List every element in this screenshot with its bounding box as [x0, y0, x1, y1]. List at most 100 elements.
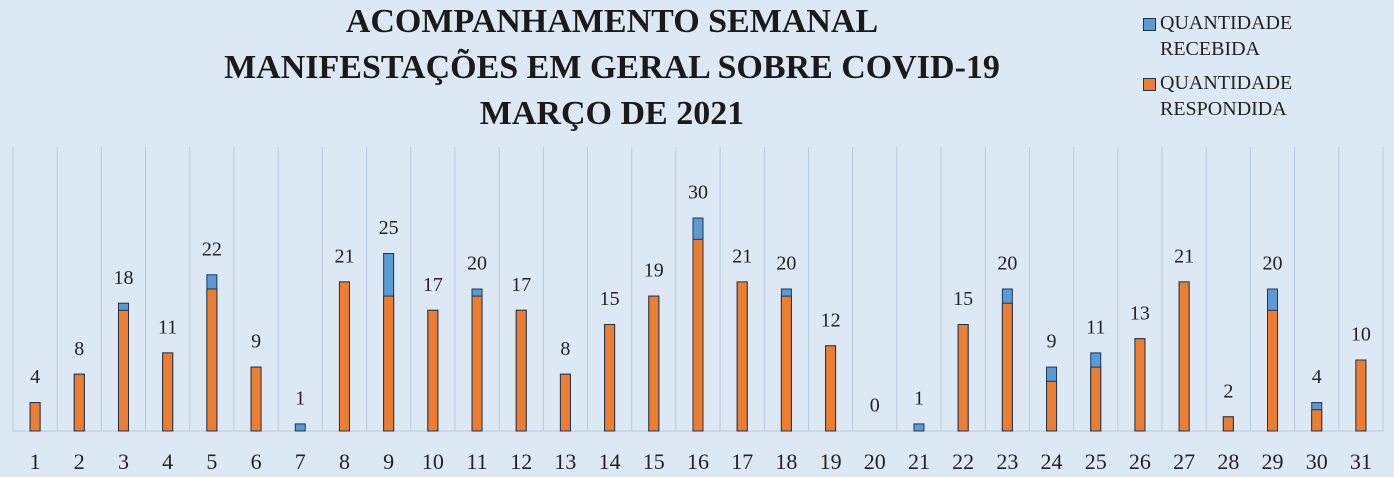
legend-label: QUANTIDADE RECEBIDA [1160, 12, 1293, 60]
bar [206, 288, 218, 432]
bar [117, 309, 129, 432]
chart-title: ACOMPANHAMENTO SEMANAL [346, 3, 878, 40]
bar [825, 345, 837, 432]
data-label: 17 [511, 274, 531, 296]
data-label: 21 [1174, 245, 1194, 267]
bar [1222, 416, 1234, 432]
bar [471, 295, 483, 432]
legend-swatch [1143, 78, 1156, 91]
data-label: 8 [560, 338, 570, 360]
data-label: 11 [1086, 316, 1105, 338]
data-label: 19 [644, 260, 664, 282]
x-tick-label: 5 [206, 449, 217, 474]
bar [29, 402, 41, 432]
data-label: 1 [295, 387, 305, 409]
x-tick-label: 24 [1041, 449, 1063, 474]
bar [515, 309, 527, 432]
x-tick-label: 23 [996, 449, 1018, 474]
bar [1090, 366, 1102, 432]
data-label: 20 [776, 253, 796, 275]
x-tick-label: 30 [1306, 449, 1328, 474]
bar [1267, 309, 1279, 432]
bar [73, 373, 85, 432]
data-label: 25 [379, 217, 399, 239]
bar [913, 423, 925, 432]
data-label: 2 [1223, 380, 1233, 402]
legend-swatch [1143, 18, 1156, 31]
x-tick-label: 21 [908, 449, 930, 474]
x-tick-label: 11 [466, 449, 487, 474]
bar [427, 309, 439, 432]
x-tick-label: 7 [295, 449, 306, 474]
x-tick-label: 26 [1129, 449, 1151, 474]
bar [736, 281, 748, 432]
data-label: 4 [30, 366, 40, 388]
x-tick-label: 8 [339, 449, 350, 474]
chart-title: MANIFESTAÇÕES EM GERAL SOBRE COVID-19 [224, 48, 1000, 86]
x-tick-label: 6 [251, 449, 262, 474]
data-label: 17 [423, 274, 443, 296]
x-tick-label: 31 [1350, 449, 1372, 474]
x-tick-label: 3 [118, 449, 129, 474]
data-label: 12 [821, 309, 841, 331]
data-label: 21 [732, 245, 752, 267]
data-label: 20 [997, 253, 1017, 275]
data-label: 11 [158, 316, 177, 338]
bar [692, 238, 704, 432]
x-tick-label: 27 [1173, 449, 1195, 474]
bar [383, 295, 395, 432]
x-tick-label: 9 [383, 449, 394, 474]
bar [780, 295, 792, 432]
x-tick-label: 18 [775, 449, 797, 474]
legend-item: QUANTIDADE RECEBIDA [1143, 10, 1383, 62]
x-tick-label: 12 [510, 449, 532, 474]
x-tick-label: 22 [952, 449, 974, 474]
legend: QUANTIDADE RECEBIDA QUANTIDADE RESPONDIDA [1143, 10, 1383, 130]
x-tick-label: 10 [422, 449, 444, 474]
bar [1311, 409, 1323, 432]
data-label: 9 [251, 331, 261, 353]
data-label: 1 [914, 387, 924, 409]
data-label: 15 [953, 288, 973, 310]
chart-title: MARÇO DE 2021 [480, 95, 744, 132]
data-label: 21 [334, 245, 354, 267]
data-label: 22 [202, 238, 222, 260]
x-tick-label: 28 [1217, 449, 1239, 474]
legend-label: QUANTIDADE RESPONDIDA [1160, 72, 1293, 120]
data-label: 9 [1047, 331, 1057, 353]
bar [250, 366, 262, 432]
x-tick-label: 13 [554, 449, 576, 474]
x-tick-label: 14 [599, 449, 621, 474]
data-label: 13 [1130, 302, 1150, 324]
x-tick-label: 17 [731, 449, 753, 474]
x-tick-label: 1 [30, 449, 41, 474]
data-label: 20 [467, 253, 487, 275]
x-tick-label: 29 [1262, 449, 1284, 474]
data-label: 20 [1263, 253, 1283, 275]
bar [559, 373, 571, 432]
bar [294, 423, 306, 432]
x-tick-label: 20 [864, 449, 886, 474]
data-label: 30 [688, 182, 708, 204]
bar [1178, 281, 1190, 432]
x-tick-label: 4 [162, 449, 173, 474]
legend-item: QUANTIDADE RESPONDIDA [1143, 70, 1383, 122]
x-tick-label: 15 [643, 449, 665, 474]
bar [1134, 338, 1146, 432]
bar [1001, 302, 1013, 432]
bar [162, 352, 174, 432]
bar [1355, 359, 1367, 432]
data-label: 8 [74, 338, 84, 360]
bar [1046, 380, 1058, 432]
data-label: 15 [600, 288, 620, 310]
data-label: 10 [1351, 324, 1371, 346]
x-tick-label: 19 [820, 449, 842, 474]
x-tick-label: 25 [1085, 449, 1107, 474]
x-tick-label: 2 [74, 449, 85, 474]
data-label: 4 [1312, 366, 1322, 388]
data-label: 0 [870, 395, 880, 417]
bar [957, 324, 969, 432]
bar [604, 324, 616, 432]
